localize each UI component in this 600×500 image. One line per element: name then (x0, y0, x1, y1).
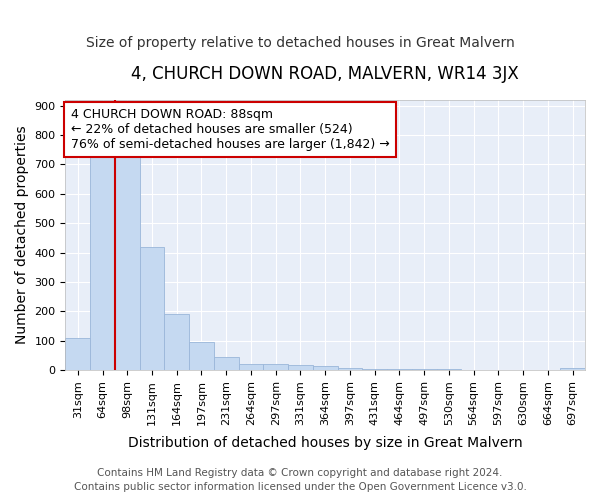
Y-axis label: Number of detached properties: Number of detached properties (15, 126, 29, 344)
Bar (90, 151, 115, 370)
Text: Size of property relative to detached houses in Great Malvern: Size of property relative to detached ho… (86, 36, 514, 50)
Bar (313, 366, 338, 370)
Text: Contains HM Land Registry data © Crown copyright and database right 2024.
Contai: Contains HM Land Registry data © Crown c… (74, 468, 526, 492)
Bar (387, 369, 412, 370)
Bar (164, 314, 189, 370)
Bar (65, 338, 90, 370)
Bar (263, 364, 288, 370)
Title: 4, CHURCH DOWN ROAD, MALVERN, WR14 3JX: 4, CHURCH DOWN ROAD, MALVERN, WR14 3JX (131, 65, 519, 83)
Bar (239, 364, 263, 370)
Bar (214, 357, 239, 370)
Bar (288, 365, 313, 370)
Bar (560, 368, 585, 370)
Text: 4 CHURCH DOWN ROAD: 88sqm
← 22% of detached houses are smaller (524)
76% of semi: 4 CHURCH DOWN ROAD: 88sqm ← 22% of detac… (71, 108, 389, 151)
Bar (140, 246, 164, 370)
X-axis label: Distribution of detached houses by size in Great Malvern: Distribution of detached houses by size … (128, 436, 523, 450)
Bar (189, 342, 214, 370)
Bar (412, 369, 437, 370)
Bar (115, 150, 140, 370)
Bar (362, 368, 387, 370)
Bar (338, 368, 362, 370)
